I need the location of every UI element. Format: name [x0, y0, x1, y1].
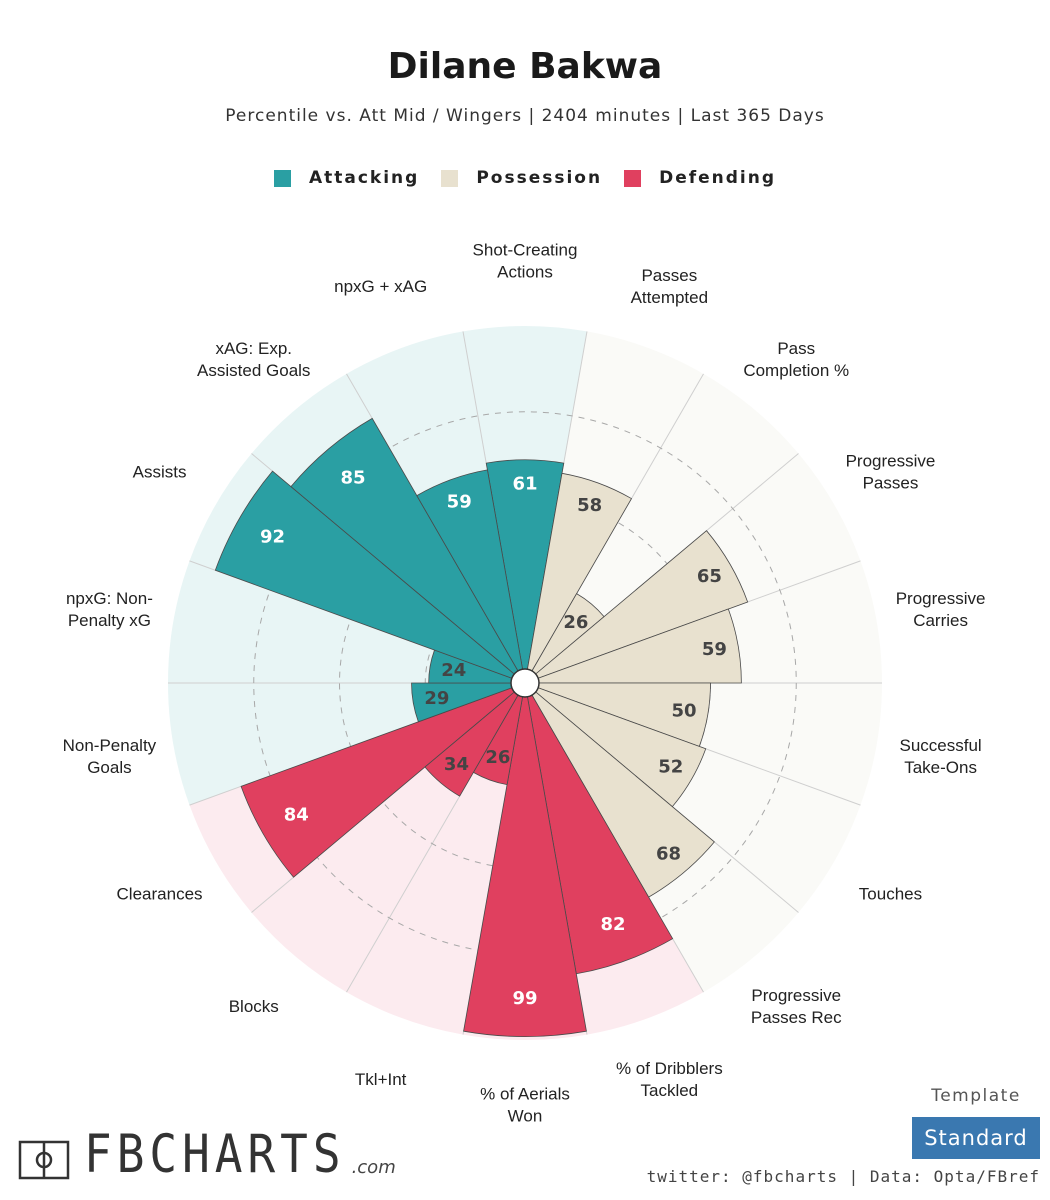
category-label-line: Clearances — [117, 885, 203, 904]
category-label-line: Blocks — [229, 997, 279, 1016]
category-label-line: Passes — [863, 474, 919, 493]
category-label-line: % of Aerials — [480, 1085, 570, 1104]
category-label: Blocks — [229, 997, 279, 1016]
category-label-line: Penalty xG — [68, 611, 151, 630]
legend-label-possession: Possession — [476, 168, 603, 188]
value-label: 59 — [702, 639, 727, 660]
value-label: 52 — [658, 757, 683, 778]
chart-title: Dilane Bakwa — [387, 46, 663, 87]
category-label-line: Passes — [641, 266, 697, 285]
category-label-line: Progressive — [896, 589, 986, 608]
category-label-line: Pass — [777, 339, 815, 358]
category-label: Shot-Creating Actions — [473, 241, 578, 282]
category-label: Progressive Passes — [846, 452, 936, 493]
value-label: 29 — [424, 688, 449, 709]
legend-swatch-defending — [624, 169, 642, 187]
category-label: npxG + xAG — [334, 277, 427, 296]
category-label-line: Carries — [913, 611, 968, 630]
category-label: % of Aerials Won — [480, 1085, 570, 1126]
category-label: % of Dribblers Tackled — [616, 1059, 723, 1100]
category-label: Passes Attempted — [631, 266, 709, 307]
template-label: Template — [931, 1086, 1021, 1106]
category-label: Non-Penalty Goals — [63, 736, 157, 777]
legend-swatch-attacking — [273, 169, 291, 187]
category-label-line: Attempted — [631, 288, 709, 307]
background-wedge — [168, 560, 512, 683]
value-label: 65 — [697, 566, 722, 587]
legend: Attacking Possession Defending — [0, 168, 1050, 188]
value-label: 99 — [512, 988, 537, 1009]
template-badge: Standard — [912, 1117, 1040, 1159]
fbcharts-logo: FBCHARTS .com — [18, 1127, 396, 1180]
logo-suffix: .com — [351, 1157, 396, 1178]
category-label: xAG: Exp. Assisted Goals — [197, 339, 310, 380]
category-label-line: Completion % — [743, 361, 849, 380]
background-wedge — [346, 695, 523, 1035]
category-label-line: Assists — [133, 463, 187, 482]
value-label: 24 — [441, 660, 466, 681]
category-label-line: Actions — [497, 263, 553, 282]
category-label: Assists — [133, 463, 187, 482]
category-label: Touches — [859, 885, 922, 904]
value-label: 34 — [444, 754, 469, 775]
category-label-line: Progressive — [751, 986, 841, 1005]
category-label-line: Assisted Goals — [197, 361, 310, 380]
legend-label-attacking: Attacking — [308, 168, 420, 188]
category-label: Progressive Carries — [896, 589, 986, 630]
data-credit: twitter: @fbcharts | Data: Opta/FBref — [646, 1167, 1040, 1186]
category-label-line: npxG: Non- — [66, 589, 153, 608]
legend-item-possession: Possession — [441, 168, 602, 188]
pitch-icon — [18, 1140, 70, 1180]
category-label: Pass Completion % — [743, 339, 849, 380]
value-label: 61 — [512, 473, 537, 494]
legend-item-defending: Defending — [624, 168, 776, 188]
category-label: Progressive Passes Rec — [751, 986, 842, 1027]
legend-swatch-possession — [441, 169, 459, 187]
category-label-line: Won — [508, 1107, 543, 1126]
legend-label-defending: Defending — [659, 168, 777, 188]
category-label-line: Take-Ons — [904, 758, 977, 777]
category-label-line: Passes Rec — [751, 1008, 842, 1027]
value-label: 68 — [656, 844, 681, 865]
category-label: Successful Take-Ons — [899, 736, 981, 777]
category-label-line: Shot-Creating — [473, 241, 578, 260]
category-label-line: % of Dribblers — [616, 1059, 723, 1078]
center-circle — [510, 668, 540, 698]
value-label: 58 — [577, 495, 602, 516]
category-label-line: npxG + xAG — [334, 277, 427, 296]
category-label: Clearances — [117, 885, 203, 904]
category-label: Tkl+Int — [355, 1070, 407, 1089]
value-label: 26 — [485, 747, 510, 768]
legend-item-attacking: Attacking — [273, 168, 420, 188]
category-label-line: Tackled — [641, 1081, 699, 1100]
chart-subtitle: Percentile vs. Att Mid / Wingers | 2404 … — [225, 106, 825, 126]
category-label-line: Touches — [859, 885, 922, 904]
category-label-line: Tkl+Int — [355, 1070, 407, 1089]
category-label-line: Goals — [87, 758, 131, 777]
value-label: 50 — [672, 701, 697, 722]
category-label-line: Successful — [899, 736, 981, 755]
category-label: npxG: Non- Penalty xG — [66, 589, 153, 630]
logo-text: FBCHARTS — [84, 1122, 346, 1185]
value-label: 92 — [260, 527, 285, 548]
value-label: 59 — [447, 492, 472, 513]
background-wedge — [532, 373, 799, 675]
value-label: 26 — [563, 612, 588, 633]
category-label-line: Non-Penalty — [63, 736, 157, 755]
value-label: 82 — [600, 914, 625, 935]
category-label-line: xAG: Exp. — [215, 339, 292, 358]
value-label: 85 — [340, 468, 365, 489]
value-label: 84 — [284, 805, 309, 826]
category-label-line: Progressive — [846, 452, 936, 471]
